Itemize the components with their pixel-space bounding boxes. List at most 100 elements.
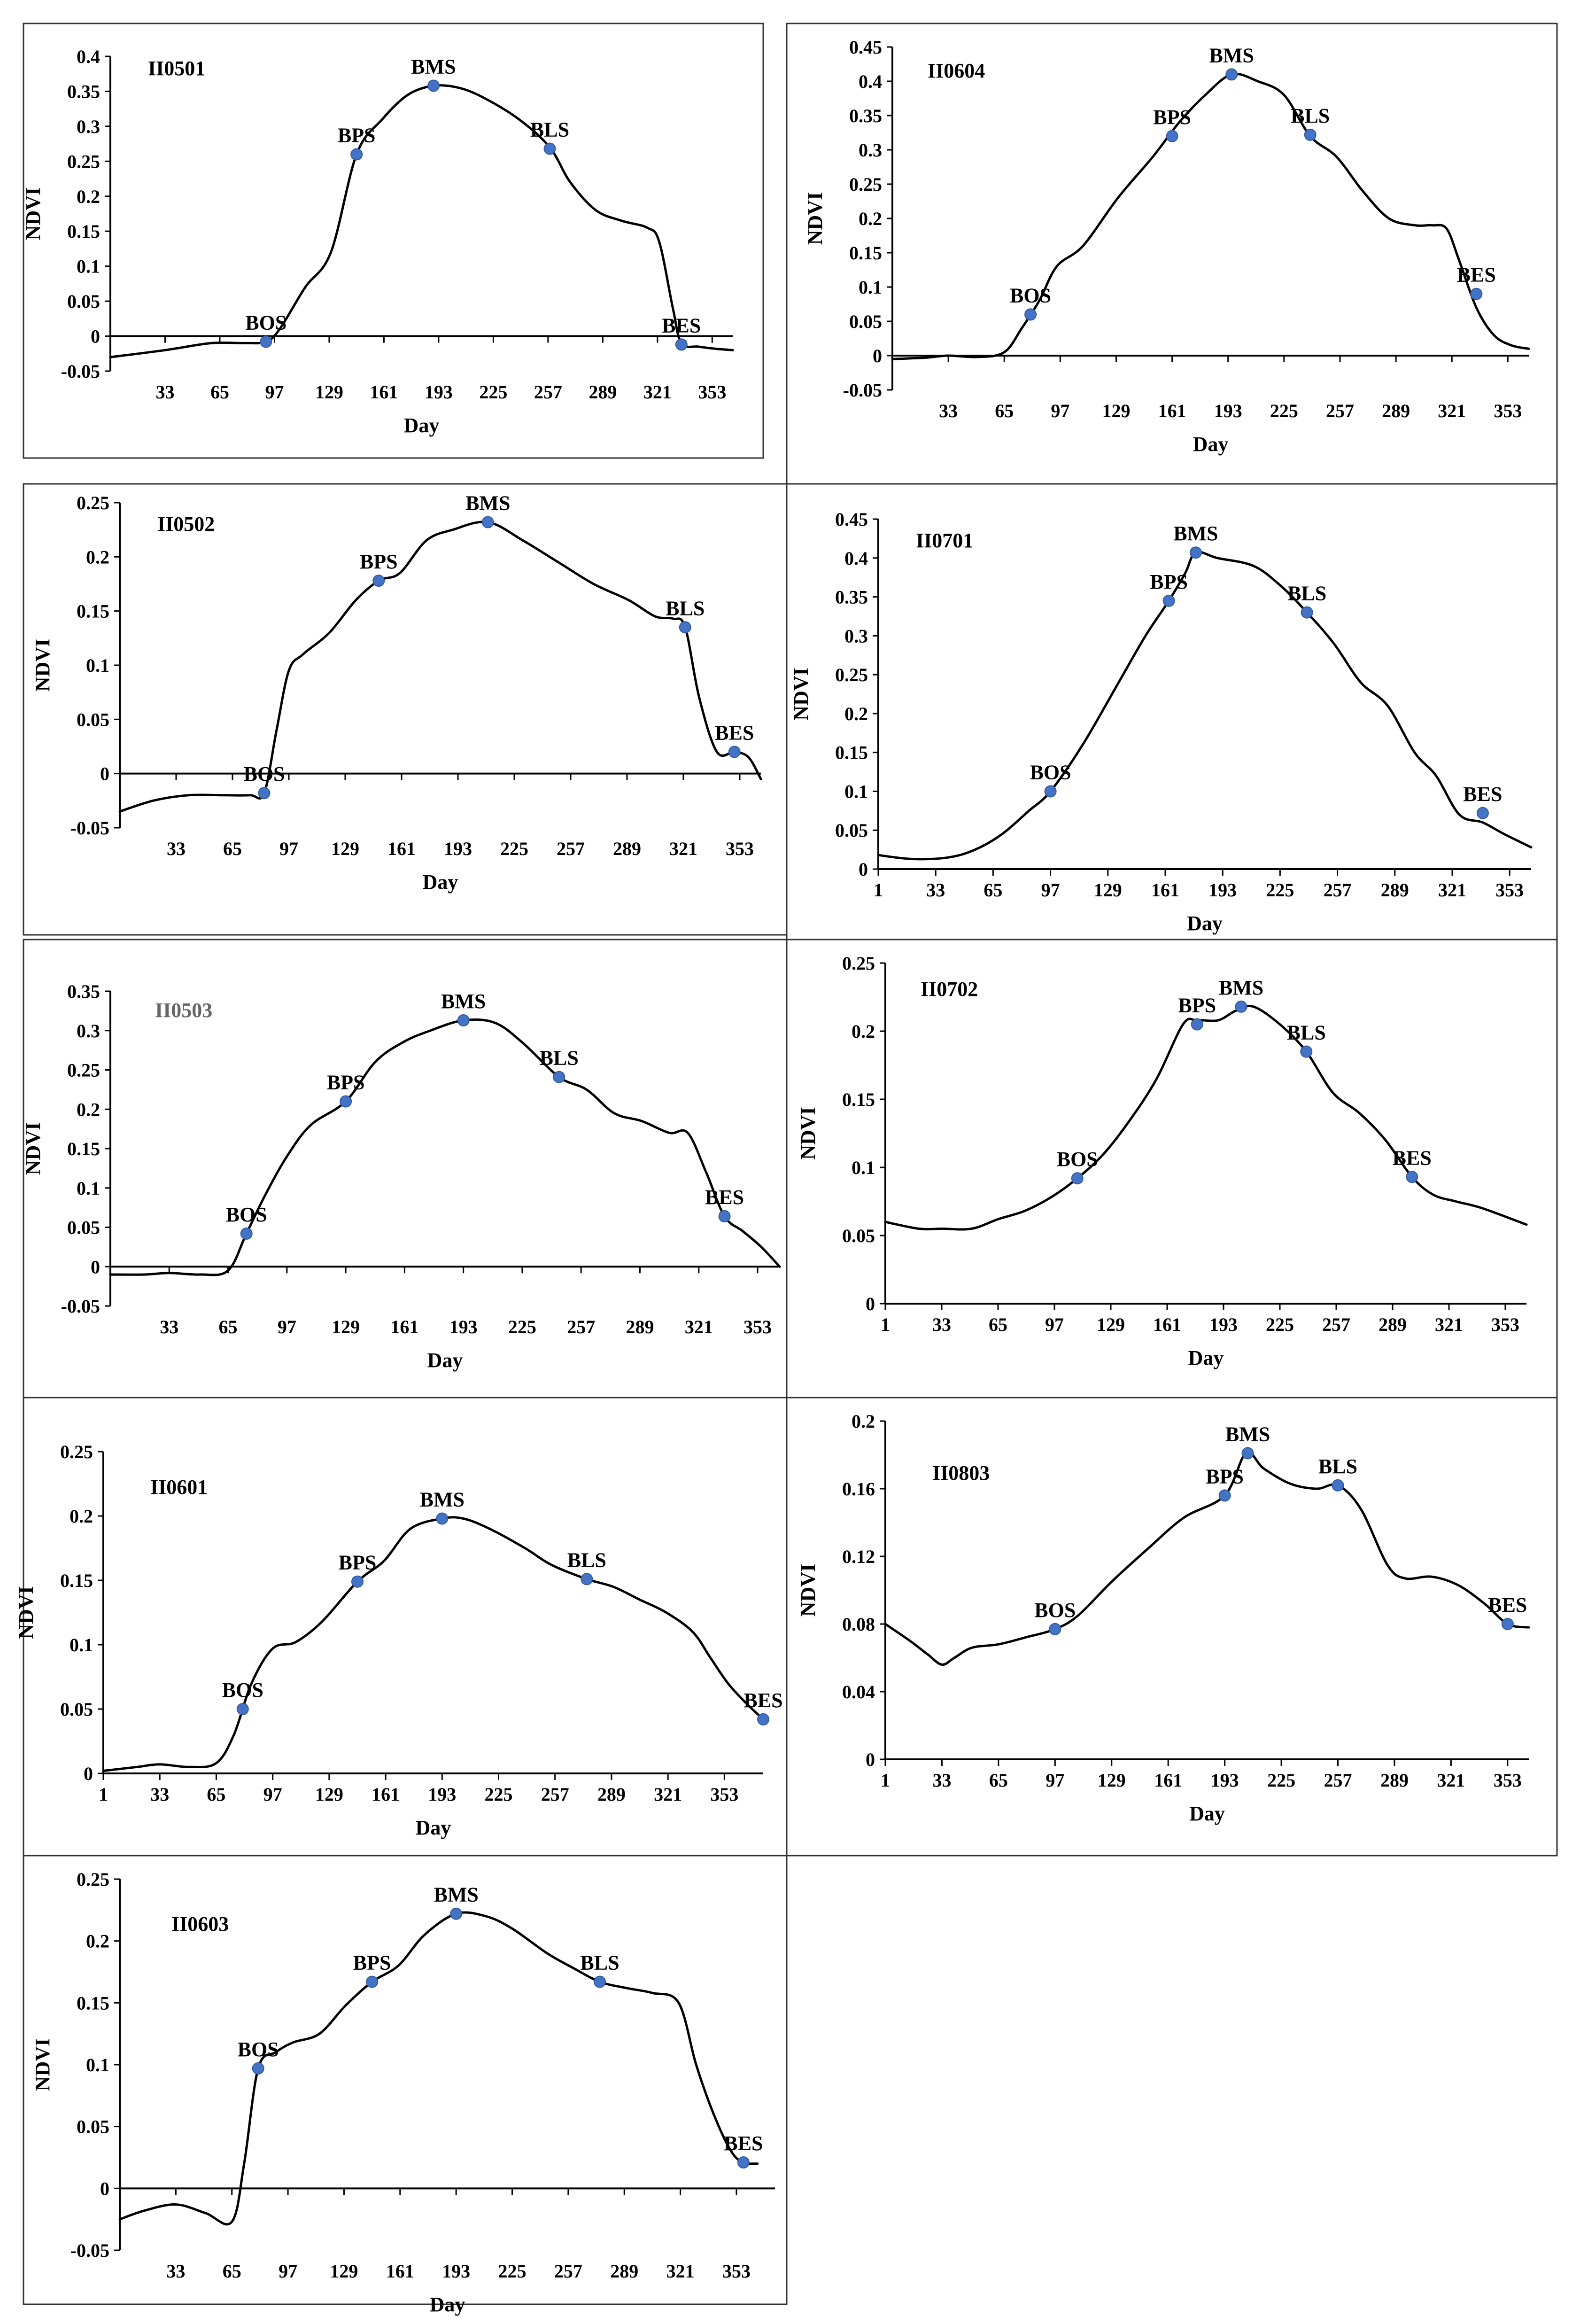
y-tick-label: 0.35 xyxy=(849,105,882,126)
x-tick-label: 289 xyxy=(589,381,617,403)
stage-point-bes xyxy=(718,1210,731,1223)
x-tick-label: 193 xyxy=(449,1316,478,1337)
x-tick-label: 1 xyxy=(874,879,883,901)
x-tick-label: 353 xyxy=(744,1316,772,1337)
x-tick-label: 65 xyxy=(210,381,229,403)
y-tick-label: 0.05 xyxy=(77,2116,109,2137)
panel-frame xyxy=(23,483,788,936)
x-tick-label: 129 xyxy=(315,381,343,403)
stage-point-bes xyxy=(1470,288,1483,300)
y-tick-label: 0.1 xyxy=(86,655,109,676)
chart-panel-ii0502: -0.05 0 0.05 0.1 0.15 0.2 0.25 33 65 97 129 161 193 2… xyxy=(23,483,788,936)
stage-point-bls xyxy=(581,1573,593,1586)
x-tick-label: 161 xyxy=(386,2261,414,2282)
x-tick-label: 289 xyxy=(1379,1314,1407,1335)
x-tick-label: 289 xyxy=(1380,1770,1409,1791)
x-tick-label: 193 xyxy=(444,838,472,859)
stage-point-bms xyxy=(436,1512,449,1525)
chart-panel-ii0803: 0 0.04 0.08 0.12 0.16 0.2 1 33 65 97 129 161 193 225 2… xyxy=(786,1397,1558,1857)
x-tick-label: 161 xyxy=(1151,879,1179,901)
y-tick-label: 0.3 xyxy=(77,116,100,137)
x-tick-label: 65 xyxy=(219,1316,238,1337)
y-axis-title: NDVI xyxy=(22,187,45,240)
panel-id-label: II0502 xyxy=(157,513,215,536)
stage-point-bls xyxy=(1332,1479,1344,1492)
y-tick-label: 0.2 xyxy=(77,1099,100,1120)
y-tick-label: 0.2 xyxy=(77,186,100,207)
y-tick-label: 0.15 xyxy=(842,1089,875,1110)
y-tick-label: 0.15 xyxy=(67,221,100,242)
stage-point-bos xyxy=(236,1703,249,1715)
panel-id-label: II0603 xyxy=(171,1912,229,1935)
x-tick-label: 33 xyxy=(150,1784,169,1805)
stage-point-bps xyxy=(340,1095,352,1108)
y-axis-title: NDVI xyxy=(15,1586,38,1639)
x-axis-title: Day xyxy=(423,871,458,894)
panel-id-label: II0501 xyxy=(148,57,205,80)
x-axis-title: Day xyxy=(1188,1346,1224,1369)
x-tick-label: 33 xyxy=(926,879,945,901)
x-tick-label: 1 xyxy=(881,1770,890,1791)
x-axis-title: Day xyxy=(1187,912,1223,935)
stage-point-bes xyxy=(675,338,688,351)
x-tick-label: 97 xyxy=(279,2261,297,2282)
panel-id-label: II0701 xyxy=(916,529,973,552)
x-tick-label: 161 xyxy=(370,381,398,403)
stage-label-bes: BES xyxy=(715,722,754,745)
stage-label-bps: BPS xyxy=(1206,1465,1244,1488)
x-tick-label: 225 xyxy=(1266,1314,1294,1335)
y-tick-label: 0.12 xyxy=(842,1546,875,1567)
stage-label-bps: BPS xyxy=(338,124,376,147)
x-tick-label: 65 xyxy=(989,1770,1008,1791)
x-axis-title: Day xyxy=(1189,1802,1225,1825)
x-tick-label: 321 xyxy=(1438,879,1466,901)
y-tick-label: 0.1 xyxy=(852,1157,875,1178)
stage-label-bes: BES xyxy=(1457,264,1496,287)
x-tick-label: 97 xyxy=(279,838,298,859)
y-axis-title: NDVI xyxy=(22,1122,45,1175)
chart-panel-ii0603: -0.05 0 0.05 0.1 0.15 0.2 0.25 33 65 97 129 161 193 2… xyxy=(23,1855,788,2316)
y-tick-label: 0.1 xyxy=(70,1634,93,1656)
y-tick-label: 0.05 xyxy=(842,1225,875,1246)
stage-label-bps: BPS xyxy=(327,1071,365,1094)
panel-id-label: II0803 xyxy=(932,1461,990,1485)
x-tick-label: 1 xyxy=(881,1314,890,1335)
panel-id-label: II0604 xyxy=(928,59,985,82)
x-tick-label: 129 xyxy=(330,2261,358,2282)
y-tick-label: 0 xyxy=(866,1293,875,1314)
y-tick-label: 0 xyxy=(100,763,109,785)
chart-panel-ii0601: 0 0.05 0.1 0.15 0.2 0.25 1 33 65 97 129 161 193 225 25… xyxy=(15,1397,788,1857)
x-axis-title: Day xyxy=(1193,433,1229,456)
y-tick-label: 0.16 xyxy=(842,1478,875,1500)
x-tick-label: 129 xyxy=(331,838,359,859)
y-tick-label: 0.35 xyxy=(835,587,868,608)
x-tick-label: 321 xyxy=(666,2261,695,2282)
x-tick-label: 33 xyxy=(160,1316,178,1337)
panel-frame xyxy=(23,1855,788,2305)
y-tick-label: -0.05 xyxy=(61,1296,100,1317)
x-tick-label: 193 xyxy=(1211,1770,1239,1791)
x-tick-label: 353 xyxy=(726,838,754,859)
stage-label-bos: BOS xyxy=(1010,284,1051,307)
stage-point-bos xyxy=(240,1227,253,1240)
stage-point-bps xyxy=(1191,1018,1203,1031)
y-tick-label: 0.25 xyxy=(849,174,882,195)
x-tick-label: 289 xyxy=(597,1784,626,1805)
y-tick-label: 0.35 xyxy=(67,981,100,1002)
stage-point-bps xyxy=(350,148,363,161)
x-tick-label: 129 xyxy=(1098,1770,1126,1791)
stage-point-bls xyxy=(1301,606,1313,619)
y-tick-label: 0.15 xyxy=(60,1570,93,1591)
x-tick-label: 225 xyxy=(484,1784,512,1805)
y-tick-label: 0.25 xyxy=(77,1869,109,1890)
ndvi-curve xyxy=(102,1516,765,1772)
y-tick-label: 0.05 xyxy=(849,311,882,332)
y-tick-label: 0.25 xyxy=(67,1060,100,1081)
x-tick-label: 353 xyxy=(1494,400,1522,421)
x-tick-label: 225 xyxy=(1267,1770,1295,1791)
x-tick-label: 225 xyxy=(500,838,528,859)
y-tick-label: 0.1 xyxy=(77,256,100,277)
chart-panel-ii0604: -0.05 0 0.05 0.1 0.15 0.2 0.25 0.3 0.35 0.4 0.45 33… xyxy=(786,23,1558,485)
y-tick-label: 0.15 xyxy=(67,1138,100,1159)
ndvi-curve xyxy=(884,1004,1528,1231)
